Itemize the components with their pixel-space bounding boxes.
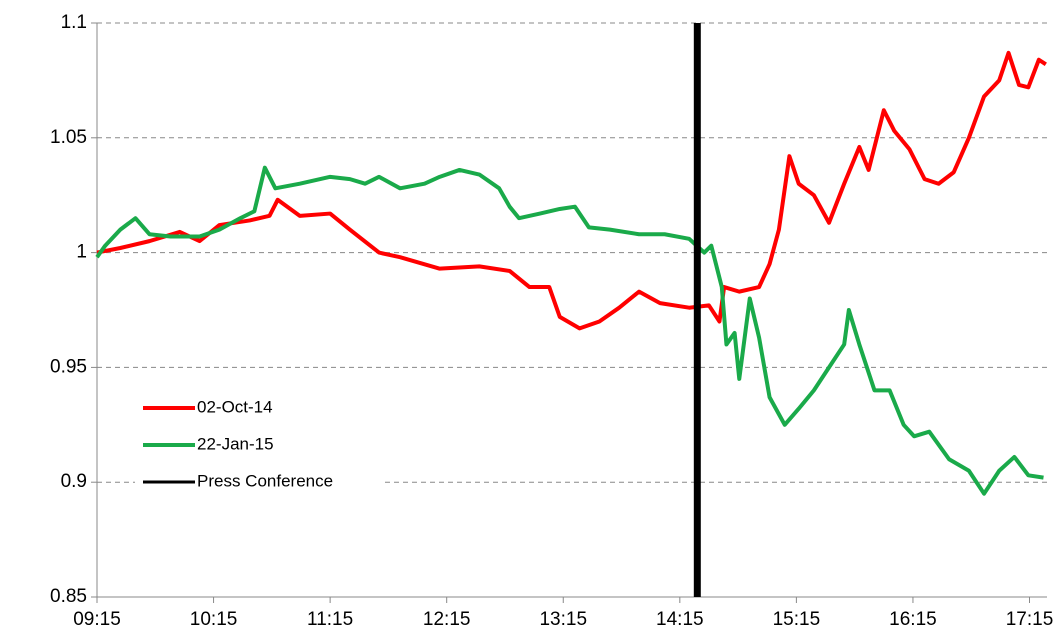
series-line: [95, 165, 1044, 496]
x-tick-label: 15:15: [773, 609, 821, 630]
y-tick-label: 1.05: [50, 127, 87, 148]
x-tick-label: 14:15: [656, 609, 704, 630]
x-tick-label: 12:15: [423, 609, 471, 630]
x-tick-label: 09:15: [73, 609, 121, 630]
x-tick-label: 17:15: [1006, 609, 1054, 630]
legend: 02-Oct-14 22-Jan-15 Press Conference: [135, 393, 385, 497]
series-line: [96, 50, 1047, 331]
legend-label: 02-Oct-14: [197, 397, 273, 416]
y-tick-label: 1.1: [61, 12, 87, 33]
x-tick-label: 13:15: [539, 609, 587, 630]
y-tick-label: 0.9: [61, 471, 87, 492]
y-tick-label: 0.85: [50, 586, 87, 607]
x-tick-label: 11:15: [307, 609, 353, 630]
legend-label: 22-Jan-15: [197, 434, 274, 453]
legend-label: Press Conference: [197, 471, 333, 490]
x-tick-label: 16:15: [889, 609, 937, 630]
y-tick-label: 1: [76, 242, 87, 263]
y-tick-label: 0.95: [50, 356, 87, 377]
x-tick-label: 10:15: [190, 609, 238, 630]
